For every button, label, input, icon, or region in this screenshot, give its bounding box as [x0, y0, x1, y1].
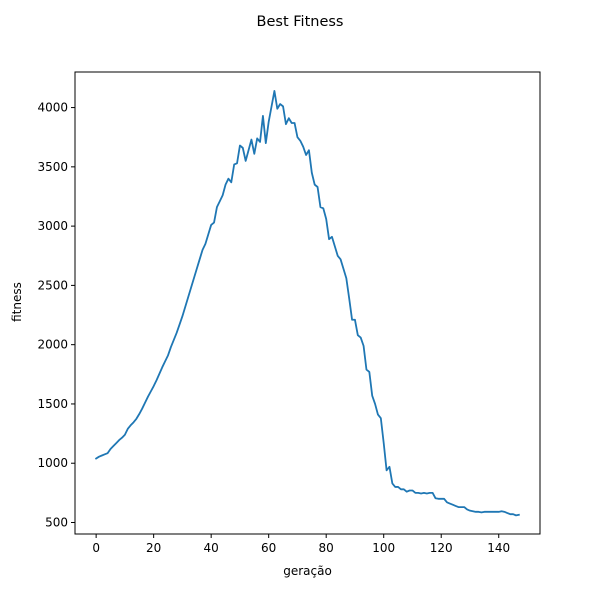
x-axis-label: geração	[283, 564, 332, 578]
x-tick-label: 100	[372, 541, 395, 555]
y-tick-label: 1000	[37, 456, 68, 470]
y-tick-label: 3000	[37, 219, 68, 233]
x-tick-label: 80	[319, 541, 334, 555]
y-tick-label: 3500	[37, 160, 68, 174]
x-tick-label: 140	[487, 541, 510, 555]
x-tick-label: 0	[92, 541, 100, 555]
x-tick-label: 120	[430, 541, 453, 555]
axes-frame	[74, 71, 541, 535]
y-tick-label: 4000	[37, 101, 68, 115]
x-axis-ticks: 0 20 40 60 80 100 120 140	[92, 534, 510, 555]
y-axis-ticks: 500 1000 1500 2000 2500 3000 3500 4000	[37, 101, 75, 530]
y-tick-label: 1500	[37, 397, 68, 411]
y-tick-label: 2500	[37, 278, 68, 292]
y-tick-label: 500	[45, 516, 68, 530]
y-tick-label: 2000	[37, 338, 68, 352]
plot-area	[74, 71, 541, 535]
y-axis-label: fitness	[10, 282, 24, 322]
x-tick-label: 40	[204, 541, 219, 555]
x-tick-label: 60	[261, 541, 276, 555]
x-tick-label: 20	[146, 541, 161, 555]
series-line-0	[94, 90, 520, 517]
chart-title: Best Fitness	[257, 14, 344, 30]
